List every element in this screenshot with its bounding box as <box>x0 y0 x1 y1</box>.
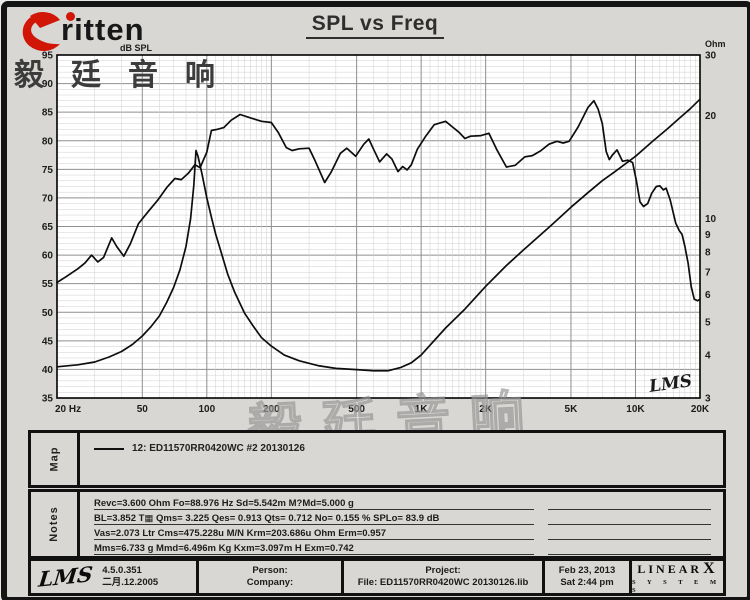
legend-line-sample <box>94 447 124 450</box>
note-line-3: Vas=2.073 Ltr Cms=475.228u M/N Krm=203.6… <box>94 528 534 540</box>
project-file: File: ED11570RR0420WC 20130126.lib <box>357 577 529 588</box>
grid <box>56 54 701 399</box>
svg-text:5K: 5K <box>565 404 579 415</box>
svg-text:55: 55 <box>42 279 54 290</box>
svg-text:80: 80 <box>42 136 54 147</box>
version-date: 二月.12.2005 <box>102 577 159 588</box>
note-blank-line <box>548 511 711 525</box>
note-row: Revc=3.600 Ohm Fo=88.976 Hz Sd=5.542m M?… <box>94 497 711 510</box>
svg-text:4: 4 <box>705 351 711 362</box>
project-label: Project: <box>425 565 461 577</box>
svg-text:7: 7 <box>705 267 711 278</box>
notes-panel: Notes Revc=3.600 Ohm Fo=88.976 Hz Sd=5.5… <box>28 489 726 559</box>
svg-text:9: 9 <box>705 230 711 241</box>
svg-text:20 Hz: 20 Hz <box>55 404 81 415</box>
svg-text:70: 70 <box>42 193 54 204</box>
svg-text:50: 50 <box>42 308 54 319</box>
lms-logo: LMS <box>37 561 95 592</box>
brand-swoosh-icon <box>22 12 60 52</box>
legend-row: 12: ED11570RR0420WC #2 20130126 <box>94 443 723 454</box>
svg-text:dB SPL: dB SPL <box>120 43 153 53</box>
footer-person-cell: Person: Company: <box>199 561 344 593</box>
note-row: Vas=2.073 Ltr Cms=475.228u M/N Krm=203.6… <box>94 527 711 540</box>
note-blank-line <box>548 541 711 555</box>
linearx-logo: LINEAR X <box>637 559 718 577</box>
svg-text:200: 200 <box>263 404 280 415</box>
legend-label: 12: ED11570RR0420WC #2 20130126 <box>132 443 305 454</box>
svg-text:10: 10 <box>705 214 717 225</box>
brand-chinese: 毅廷音响 <box>14 59 242 92</box>
map-panel-label: Map <box>31 433 80 485</box>
note-row: BL=3.852 T▦ Qms= 3.225 Qes= 0.913 Qts= 0… <box>94 512 711 525</box>
spl-curve <box>56 99 701 302</box>
brand-name: ritten <box>61 12 145 47</box>
svg-text:2K: 2K <box>479 404 493 415</box>
footer-linearx-cell: LINEAR X S Y S T E M S <box>632 559 723 594</box>
footer-date-cell: Feb 23, 2013 Sat 2:44 pm <box>545 561 632 593</box>
svg-text:40: 40 <box>42 365 54 376</box>
status-footer: LMS 4.5.0.351 二月.12.2005 Person: Company… <box>28 558 726 596</box>
notes-panel-body: Revc=3.600 Ohm Fo=88.976 Hz Sd=5.542m M?… <box>80 492 723 556</box>
svg-text:20K: 20K <box>691 404 710 415</box>
svg-text:35: 35 <box>42 394 54 405</box>
title-bar: SPL vs Freq <box>0 12 750 39</box>
svg-text:500: 500 <box>348 404 365 415</box>
svg-text:3: 3 <box>705 394 711 405</box>
svg-text:95: 95 <box>42 51 54 62</box>
svg-text:65: 65 <box>42 222 54 233</box>
notes-panel-label: Notes <box>31 492 80 556</box>
svg-text:10K: 10K <box>626 404 645 415</box>
linearx-systems: S Y S T E M S <box>632 578 722 594</box>
svg-text:50: 50 <box>137 404 149 415</box>
map-panel: Map 12: ED11570RR0420WC #2 20130126 <box>28 430 726 488</box>
map-panel-body: 12: ED11570RR0420WC #2 20130126 <box>80 433 723 485</box>
note-line-1: Revc=3.600 Ohm Fo=88.976 Hz Sd=5.542m M?… <box>94 498 534 510</box>
note-blank-line <box>548 496 711 510</box>
svg-text:5: 5 <box>705 317 711 328</box>
note-line-4: Mms=6.733 g Mmd=6.496m Kg Kxm=3.097m H E… <box>94 543 534 555</box>
svg-text:90: 90 <box>42 79 54 90</box>
company-label: Company: <box>246 577 294 588</box>
axis-labels: 9590858075706560555045403530201098765432… <box>42 39 726 415</box>
report-date: Feb 23, 2013 <box>558 565 616 577</box>
report-time: Sat 2:44 pm <box>560 577 614 588</box>
svg-text:6: 6 <box>705 290 711 301</box>
brand-logo: ritten <box>16 6 145 54</box>
brand-dot-icon <box>66 12 75 21</box>
svg-text:45: 45 <box>42 336 54 347</box>
svg-text:60: 60 <box>42 251 54 262</box>
note-line-2: BL=3.852 T▦ Qms= 3.225 Qes= 0.913 Qts= 0… <box>94 513 534 525</box>
page-title: SPL vs Freq <box>305 12 445 39</box>
impedance-curve <box>56 98 701 372</box>
footer-version-cell: LMS 4.5.0.351 二月.12.2005 <box>31 561 199 593</box>
note-blank-line <box>548 526 711 540</box>
note-row: Mms=6.733 g Mmd=6.496m Kg Kxm=3.097m H E… <box>94 542 711 555</box>
svg-text:20: 20 <box>705 111 717 122</box>
svg-text:75: 75 <box>42 165 54 176</box>
svg-text:Ohm: Ohm <box>705 39 726 49</box>
version-info: 4.5.0.351 二月.12.2005 <box>102 565 158 590</box>
svg-text:85: 85 <box>42 108 54 119</box>
svg-text:8: 8 <box>705 247 711 258</box>
person-label: Person: <box>252 565 288 577</box>
svg-text:100: 100 <box>198 404 215 415</box>
plot-border <box>56 54 701 399</box>
version-number: 4.5.0.351 <box>102 564 142 576</box>
footer-project-cell: Project: File: ED11570RR0420WC 20130126.… <box>344 561 545 593</box>
svg-text:30: 30 <box>705 51 717 62</box>
svg-text:1K: 1K <box>415 404 429 415</box>
